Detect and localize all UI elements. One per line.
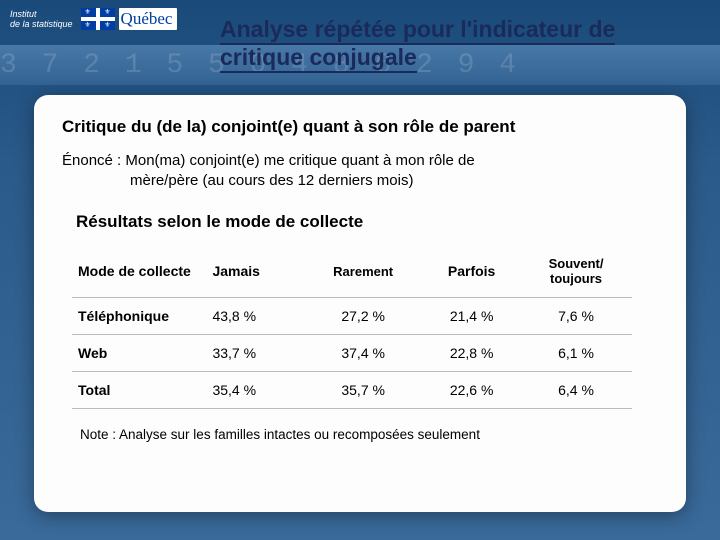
cell-jamais: 43,8 %: [206, 297, 304, 334]
quebec-flag-icon: ⚜ ⚜ ⚜ ⚜: [81, 8, 115, 30]
content-panel: Critique du (de la) conjoint(e) quant à …: [34, 95, 686, 512]
cell-rarement: 35,7 %: [305, 371, 423, 408]
results-heading: Résultats selon le mode de collecte: [76, 212, 658, 232]
quebec-logo: ⚜ ⚜ ⚜ ⚜ Québec: [81, 8, 178, 30]
cell-mode: Web: [72, 334, 206, 371]
cell-souvent: 6,1 %: [522, 334, 632, 371]
cell-jamais: 33,7 %: [206, 334, 304, 371]
col-souvent-l1: Souvent/: [549, 256, 604, 271]
cell-jamais: 35,4 %: [206, 371, 304, 408]
cell-parfois: 22,8 %: [423, 334, 521, 371]
footnote: Note : Analyse sur les familles intactes…: [80, 427, 658, 442]
title-line1: Analyse répétée pour l'indicateur de: [220, 16, 615, 45]
quebec-wordmark: Québec: [119, 8, 178, 30]
header-logos: Institut de la statistique ⚜ ⚜ ⚜ ⚜ Québe…: [10, 8, 177, 30]
slide-title: Analyse répétée pour l'indicateur de cri…: [220, 16, 690, 71]
cell-rarement: 37,4 %: [305, 334, 423, 371]
col-rarement: Rarement: [305, 246, 423, 298]
cell-mode: Total: [72, 371, 206, 408]
table-header-row: Mode de collecte Jamais Rarement Parfois…: [72, 246, 632, 298]
cell-souvent: 7,6 %: [522, 297, 632, 334]
statement-text: Énoncé : Mon(ma) conjoint(e) me critique…: [62, 151, 658, 192]
col-souvent-l2: toujours: [550, 271, 602, 286]
table-row: Total 35,4 % 35,7 % 22,6 % 6,4 %: [72, 371, 632, 408]
isq-line2: de la statistique: [10, 20, 73, 30]
table-row: Web 33,7 % 37,4 % 22,8 % 6,1 %: [72, 334, 632, 371]
col-souvent: Souvent/ toujours: [522, 246, 632, 298]
statement-line1: Énoncé : Mon(ma) conjoint(e) me critique…: [62, 152, 475, 169]
section-subtitle: Critique du (de la) conjoint(e) quant à …: [62, 117, 658, 137]
results-table: Mode de collecte Jamais Rarement Parfois…: [72, 246, 632, 409]
table-row: Téléphonique 43,8 % 27,2 % 21,4 % 7,6 %: [72, 297, 632, 334]
cell-rarement: 27,2 %: [305, 297, 423, 334]
col-jamais: Jamais: [206, 246, 304, 298]
cell-mode: Téléphonique: [72, 297, 206, 334]
title-line2: critique conjugale: [220, 44, 417, 73]
cell-parfois: 22,6 %: [423, 371, 521, 408]
statement-line2: mère/père (au cours des 12 derniers mois…: [62, 171, 658, 191]
col-parfois: Parfois: [423, 246, 521, 298]
cell-souvent: 6,4 %: [522, 371, 632, 408]
isq-logo: Institut de la statistique: [10, 8, 73, 30]
cell-parfois: 21,4 %: [423, 297, 521, 334]
col-mode: Mode de collecte: [72, 246, 206, 298]
